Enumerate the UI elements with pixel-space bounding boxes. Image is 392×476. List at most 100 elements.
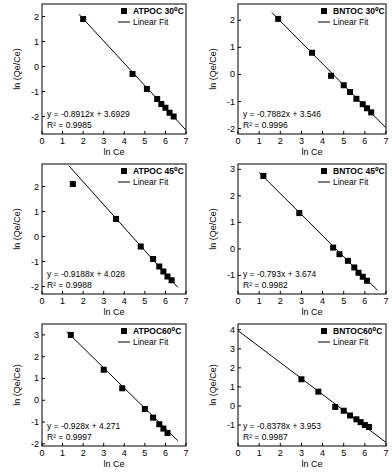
- y-tick-label: 1: [230, 382, 235, 392]
- x-tick-label: 4: [320, 296, 325, 306]
- plot-frame: [42, 324, 186, 446]
- x-tick: [322, 291, 323, 294]
- x-tick: [386, 291, 387, 294]
- annotation: R² = 0.9985: [47, 120, 92, 130]
- x-tick-label: 2: [278, 296, 283, 306]
- x-tick-label: 6: [163, 136, 168, 146]
- y-tick-label: 2: [230, 191, 235, 201]
- x-tick-label: 7: [183, 448, 188, 458]
- y-tick: [238, 348, 241, 349]
- panel: 01234567-2-1012ln Celn (Qe/Ce)ATPOC 30⁰C…: [12, 4, 189, 157]
- x-axis-label: ln Ce: [301, 307, 322, 317]
- y-tick: [42, 286, 45, 287]
- legend-line: [118, 342, 130, 343]
- legend-label: BNTOC 30⁰C: [333, 6, 385, 16]
- x-tick-label: 4: [320, 136, 325, 146]
- annotation: R² = 0.9982: [243, 280, 288, 290]
- x-tick-label: 5: [341, 136, 346, 146]
- x-tick: [259, 131, 260, 134]
- x-tick-label: 0: [39, 136, 44, 146]
- legend-label: BNTOC 45⁰C: [333, 166, 385, 176]
- x-tick: [259, 291, 260, 294]
- annotation: R² = 0.9988: [47, 280, 92, 290]
- x-tick: [124, 291, 125, 294]
- legend-marker: [321, 168, 327, 174]
- x-tick: [322, 131, 323, 134]
- legend-label: ATPOC60⁰C: [133, 326, 181, 336]
- y-tick-label: -2: [31, 439, 39, 449]
- x-tick: [165, 443, 166, 446]
- x-tick: [165, 291, 166, 294]
- y-tick-label: 4: [230, 325, 235, 335]
- x-axis-label: ln Ce: [301, 147, 322, 157]
- annotation: y = -0.8912x + 3.6929: [47, 109, 130, 119]
- y-tick-label: 1: [230, 42, 235, 52]
- data-point: [70, 181, 76, 187]
- plot-frame: [42, 4, 186, 134]
- x-tick: [165, 131, 166, 134]
- y-tick-label: 2: [230, 363, 235, 373]
- annotation: y = -0.7882x + 3.546: [243, 109, 321, 119]
- y-tick: [42, 236, 45, 237]
- x-tick-label: 5: [142, 136, 147, 146]
- y-tick: [238, 128, 241, 129]
- x-tick-label: 0: [235, 136, 240, 146]
- y-tick-label: 0: [230, 401, 235, 411]
- annotation: R² = 0.9987: [243, 432, 288, 442]
- x-tick-label: 6: [362, 448, 367, 458]
- x-tick-label: 3: [101, 136, 106, 146]
- y-tick-label: -1: [227, 97, 235, 107]
- y-axis-label: ln (Qe/Ce): [12, 48, 22, 90]
- legend-label: ATPOC 45⁰C: [133, 166, 184, 176]
- y-tick-label: 1: [34, 373, 39, 383]
- y-tick: [238, 195, 241, 196]
- x-tick: [42, 131, 43, 134]
- y-axis-label: ln (Qe/Ce): [208, 48, 218, 90]
- y-tick: [238, 386, 241, 387]
- legend-label: Linear Fit: [333, 177, 369, 187]
- x-tick: [386, 131, 387, 134]
- y-tick-label: 0: [34, 395, 39, 405]
- x-tick: [259, 443, 260, 446]
- x-tick: [364, 291, 365, 294]
- data-point: [353, 96, 359, 102]
- y-tick: [238, 101, 241, 102]
- x-tick: [301, 131, 302, 134]
- plot-frame: [42, 164, 186, 294]
- data-point: [260, 173, 266, 179]
- x-tick: [343, 131, 344, 134]
- x-tick-label: 2: [278, 136, 283, 146]
- y-tick: [238, 367, 241, 368]
- y-tick: [42, 261, 45, 262]
- y-tick-label: 0: [34, 62, 39, 72]
- x-tick-label: 6: [163, 448, 168, 458]
- y-tick-label: 1: [34, 37, 39, 47]
- x-tick-label: 3: [101, 448, 106, 458]
- panel: 01234567-2-10123ln Celn (Qe/Ce)ATPOC60⁰C…: [12, 324, 189, 469]
- y-tick: [42, 211, 45, 212]
- legend-marker: [321, 328, 327, 334]
- legend-line: [318, 22, 330, 23]
- y-axis-label: ln (Qe/Ce): [12, 364, 22, 406]
- x-tick-label: 4: [122, 448, 127, 458]
- x-tick: [144, 291, 145, 294]
- x-tick: [322, 443, 323, 446]
- x-axis-label: ln Ce: [103, 307, 124, 317]
- y-tick-label: -1: [31, 87, 39, 97]
- y-tick-label: -2: [31, 112, 39, 122]
- legend-marker: [321, 8, 327, 14]
- x-tick-label: 1: [60, 448, 65, 458]
- legend-label: Linear Fit: [133, 337, 169, 347]
- x-tick-label: 2: [81, 136, 86, 146]
- y-tick: [238, 20, 241, 21]
- x-tick-label: 1: [60, 136, 65, 146]
- panel: 01234567-2-1012ln Celn (Qe/Ce)ATPOC 45⁰C…: [12, 164, 189, 317]
- y-tick: [238, 405, 241, 406]
- x-tick-label: 7: [383, 136, 388, 146]
- x-tick: [83, 291, 84, 294]
- annotation: R² = 0.9996: [243, 120, 288, 130]
- x-tick-label: 6: [362, 296, 367, 306]
- x-tick: [124, 443, 125, 446]
- x-tick: [103, 443, 104, 446]
- x-tick: [280, 291, 281, 294]
